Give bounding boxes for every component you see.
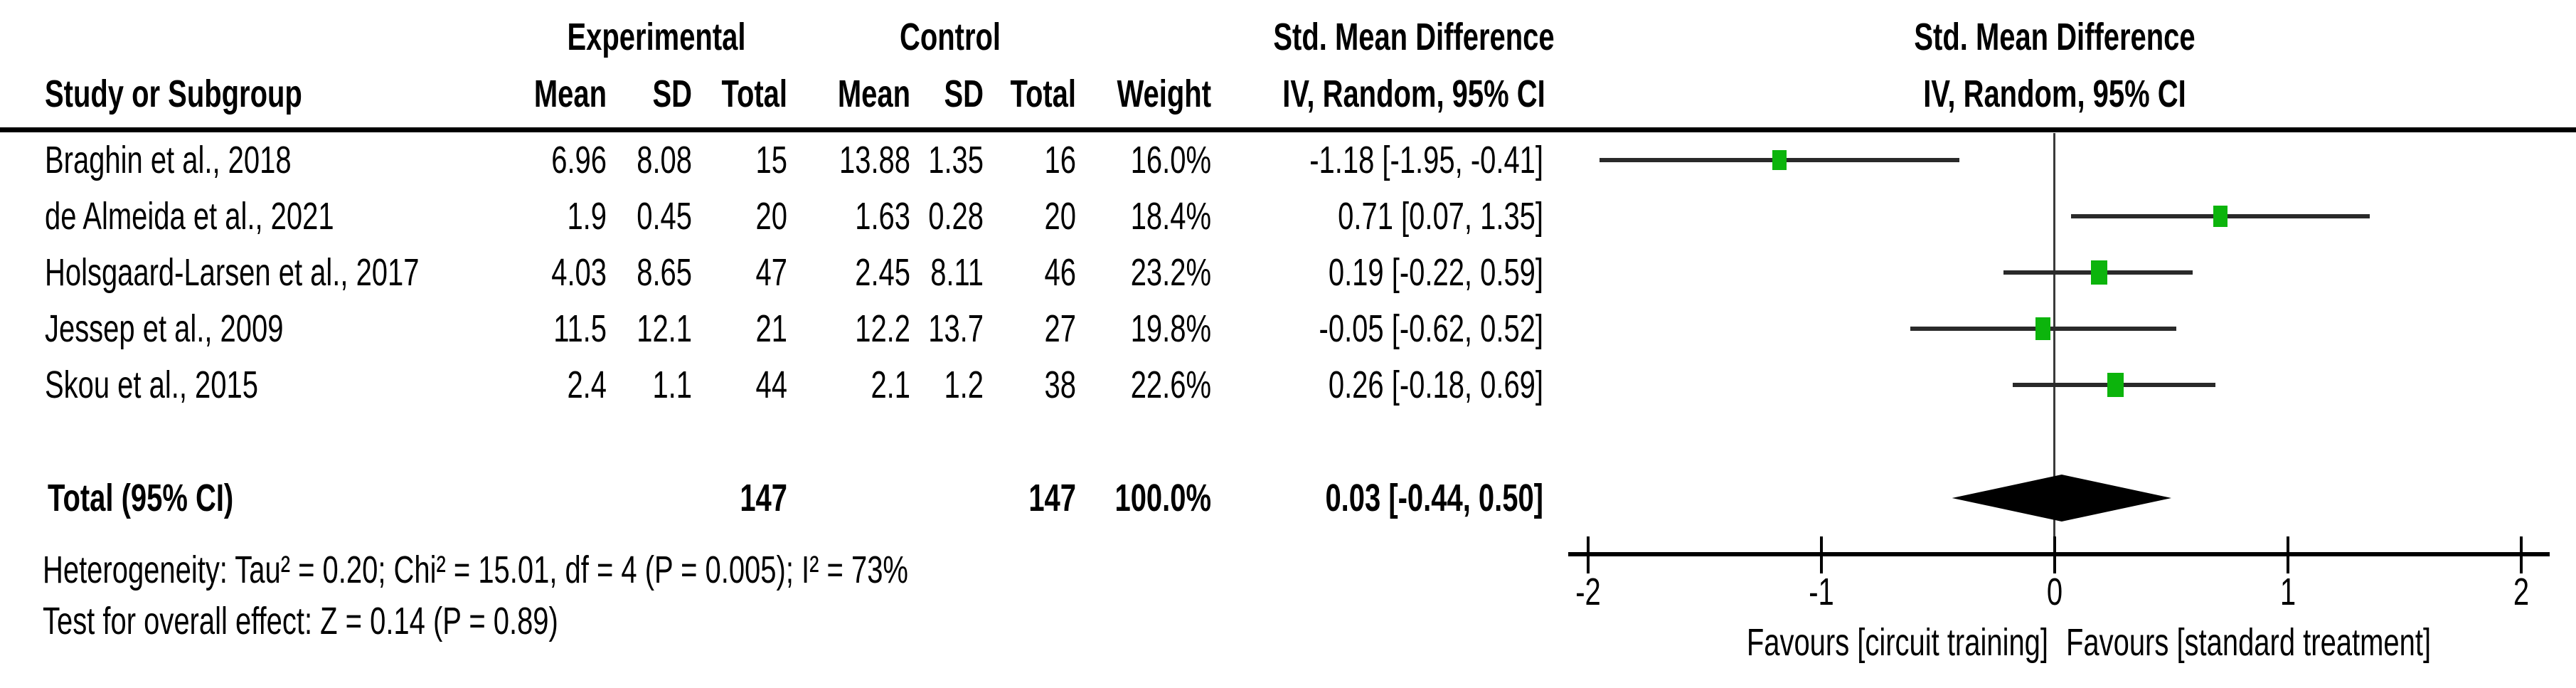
x-axis-tick bbox=[2520, 536, 2523, 573]
col-group-experimental: Experimental bbox=[567, 16, 746, 58]
chart-header-iv: IV, Random, 95% CI bbox=[1923, 73, 2186, 115]
exp-sd: 0.45 bbox=[637, 195, 692, 238]
ctl-total: 38 bbox=[1044, 364, 1076, 406]
exp-sd: 1.1 bbox=[652, 364, 692, 406]
weight: 16.0% bbox=[1130, 139, 1211, 181]
favours-right-label: Favours [standard treatment] bbox=[2066, 621, 2432, 664]
col-ctl-sd-header: SD bbox=[944, 73, 984, 115]
exp-sd: 12.1 bbox=[637, 307, 692, 350]
exp-sd: 8.65 bbox=[637, 251, 692, 294]
col-exp-sd-header: SD bbox=[652, 73, 692, 115]
weight: 22.6% bbox=[1130, 364, 1211, 406]
effect-marker bbox=[2213, 205, 2228, 228]
exp-total: 44 bbox=[755, 364, 787, 406]
x-axis-tick-label: 1 bbox=[2279, 571, 2296, 613]
x-axis-tick-label: 2 bbox=[2513, 571, 2530, 613]
smd-ci-text: -0.05 [-0.62, 0.52] bbox=[1319, 307, 1543, 350]
exp-total: 15 bbox=[755, 139, 787, 181]
ctl-sd: 1.2 bbox=[944, 364, 984, 406]
study-name: Jessep et al., 2009 bbox=[45, 307, 284, 350]
col-group-control: Control bbox=[899, 16, 1001, 58]
x-axis-tick-label: 0 bbox=[2046, 571, 2063, 613]
effect-marker bbox=[2107, 372, 2124, 398]
total-exp-n: 147 bbox=[740, 477, 787, 519]
study-name: Holsgaard-Larsen et al., 2017 bbox=[45, 251, 420, 294]
col-exp-mean-header: Mean bbox=[533, 73, 607, 115]
col-study-header: Study or Subgroup bbox=[45, 73, 302, 115]
exp-mean: 1.9 bbox=[567, 195, 607, 238]
effect-marker bbox=[2035, 317, 2051, 340]
ctl-total: 46 bbox=[1044, 251, 1076, 294]
exp-mean: 11.5 bbox=[553, 307, 607, 350]
favours-left-label: Favours [circuit training] bbox=[1746, 621, 2048, 664]
effect-marker bbox=[2090, 260, 2107, 285]
total-label: Total (95% CI) bbox=[48, 477, 234, 519]
x-axis-tick-label: -1 bbox=[1809, 571, 1834, 613]
header-rule bbox=[0, 127, 2576, 132]
study-name: Braghin et al., 2018 bbox=[45, 139, 292, 181]
col-weight-header: Weight bbox=[1117, 73, 1211, 115]
exp-mean: 4.03 bbox=[551, 251, 607, 294]
ctl-mean: 12.2 bbox=[855, 307, 910, 350]
exp-mean: 6.96 bbox=[551, 139, 607, 181]
ctl-total: 20 bbox=[1044, 195, 1076, 238]
weight: 23.2% bbox=[1130, 251, 1211, 294]
x-axis-tick bbox=[1820, 536, 1823, 573]
x-axis-tick bbox=[1587, 536, 1590, 573]
x-axis-line bbox=[1568, 552, 2550, 556]
smd-ci-text: 0.19 [-0.22, 0.59] bbox=[1328, 251, 1543, 294]
smd-ci-text: 0.71 [0.07, 1.35] bbox=[1338, 195, 1543, 238]
chart-header-smd: Std. Mean Difference bbox=[1914, 16, 2196, 58]
col-ctl-mean-header: Mean bbox=[837, 73, 910, 115]
study-name: de Almeida et al., 2021 bbox=[45, 195, 334, 238]
ctl-sd: 13.7 bbox=[928, 307, 984, 350]
exp-total: 20 bbox=[755, 195, 787, 238]
ctl-mean: 2.45 bbox=[855, 251, 910, 294]
weight: 18.4% bbox=[1130, 195, 1211, 238]
col-group-smd: Std. Mean Difference bbox=[1273, 16, 1555, 58]
zero-line bbox=[2053, 133, 2055, 554]
smd-ci-text: 0.26 [-0.18, 0.69] bbox=[1328, 364, 1543, 406]
exp-mean: 2.4 bbox=[567, 364, 607, 406]
study-name: Skou et al., 2015 bbox=[45, 364, 258, 406]
x-axis-tick bbox=[2053, 536, 2056, 573]
col-exp-total-header: Total bbox=[721, 73, 787, 115]
pooled-diamond bbox=[1952, 475, 2171, 522]
ctl-sd: 1.35 bbox=[928, 139, 984, 181]
total-ci-text: 0.03 [-0.44, 0.50] bbox=[1325, 477, 1543, 519]
exp-total: 21 bbox=[755, 307, 787, 350]
ctl-mean: 1.63 bbox=[855, 195, 910, 238]
x-axis-tick bbox=[2287, 536, 2289, 573]
smd-ci-text: -1.18 [-1.95, -0.41] bbox=[1309, 139, 1543, 181]
ctl-mean: 13.88 bbox=[839, 139, 910, 181]
overall-effect-text: Test for overall effect: Z = 0.14 (P = 0… bbox=[43, 600, 558, 642]
ctl-total: 27 bbox=[1044, 307, 1076, 350]
ctl-sd: 8.11 bbox=[930, 251, 984, 294]
effect-marker bbox=[1772, 149, 1787, 171]
exp-total: 47 bbox=[755, 251, 787, 294]
total-weight: 100.0% bbox=[1114, 477, 1211, 519]
col-ctl-total-header: Total bbox=[1010, 73, 1076, 115]
x-axis-tick-label: -2 bbox=[1575, 571, 1601, 613]
col-ci-header: IV, Random, 95% CI bbox=[1282, 73, 1545, 115]
ctl-total: 16 bbox=[1044, 139, 1076, 181]
total-ctl-n: 147 bbox=[1028, 477, 1076, 519]
weight: 19.8% bbox=[1130, 307, 1211, 350]
heterogeneity-text: Heterogeneity: Tau² = 0.20; Chi² = 15.01… bbox=[43, 549, 908, 591]
exp-sd: 8.08 bbox=[637, 139, 692, 181]
ctl-mean: 2.1 bbox=[871, 364, 910, 406]
ctl-sd: 0.28 bbox=[928, 195, 984, 238]
